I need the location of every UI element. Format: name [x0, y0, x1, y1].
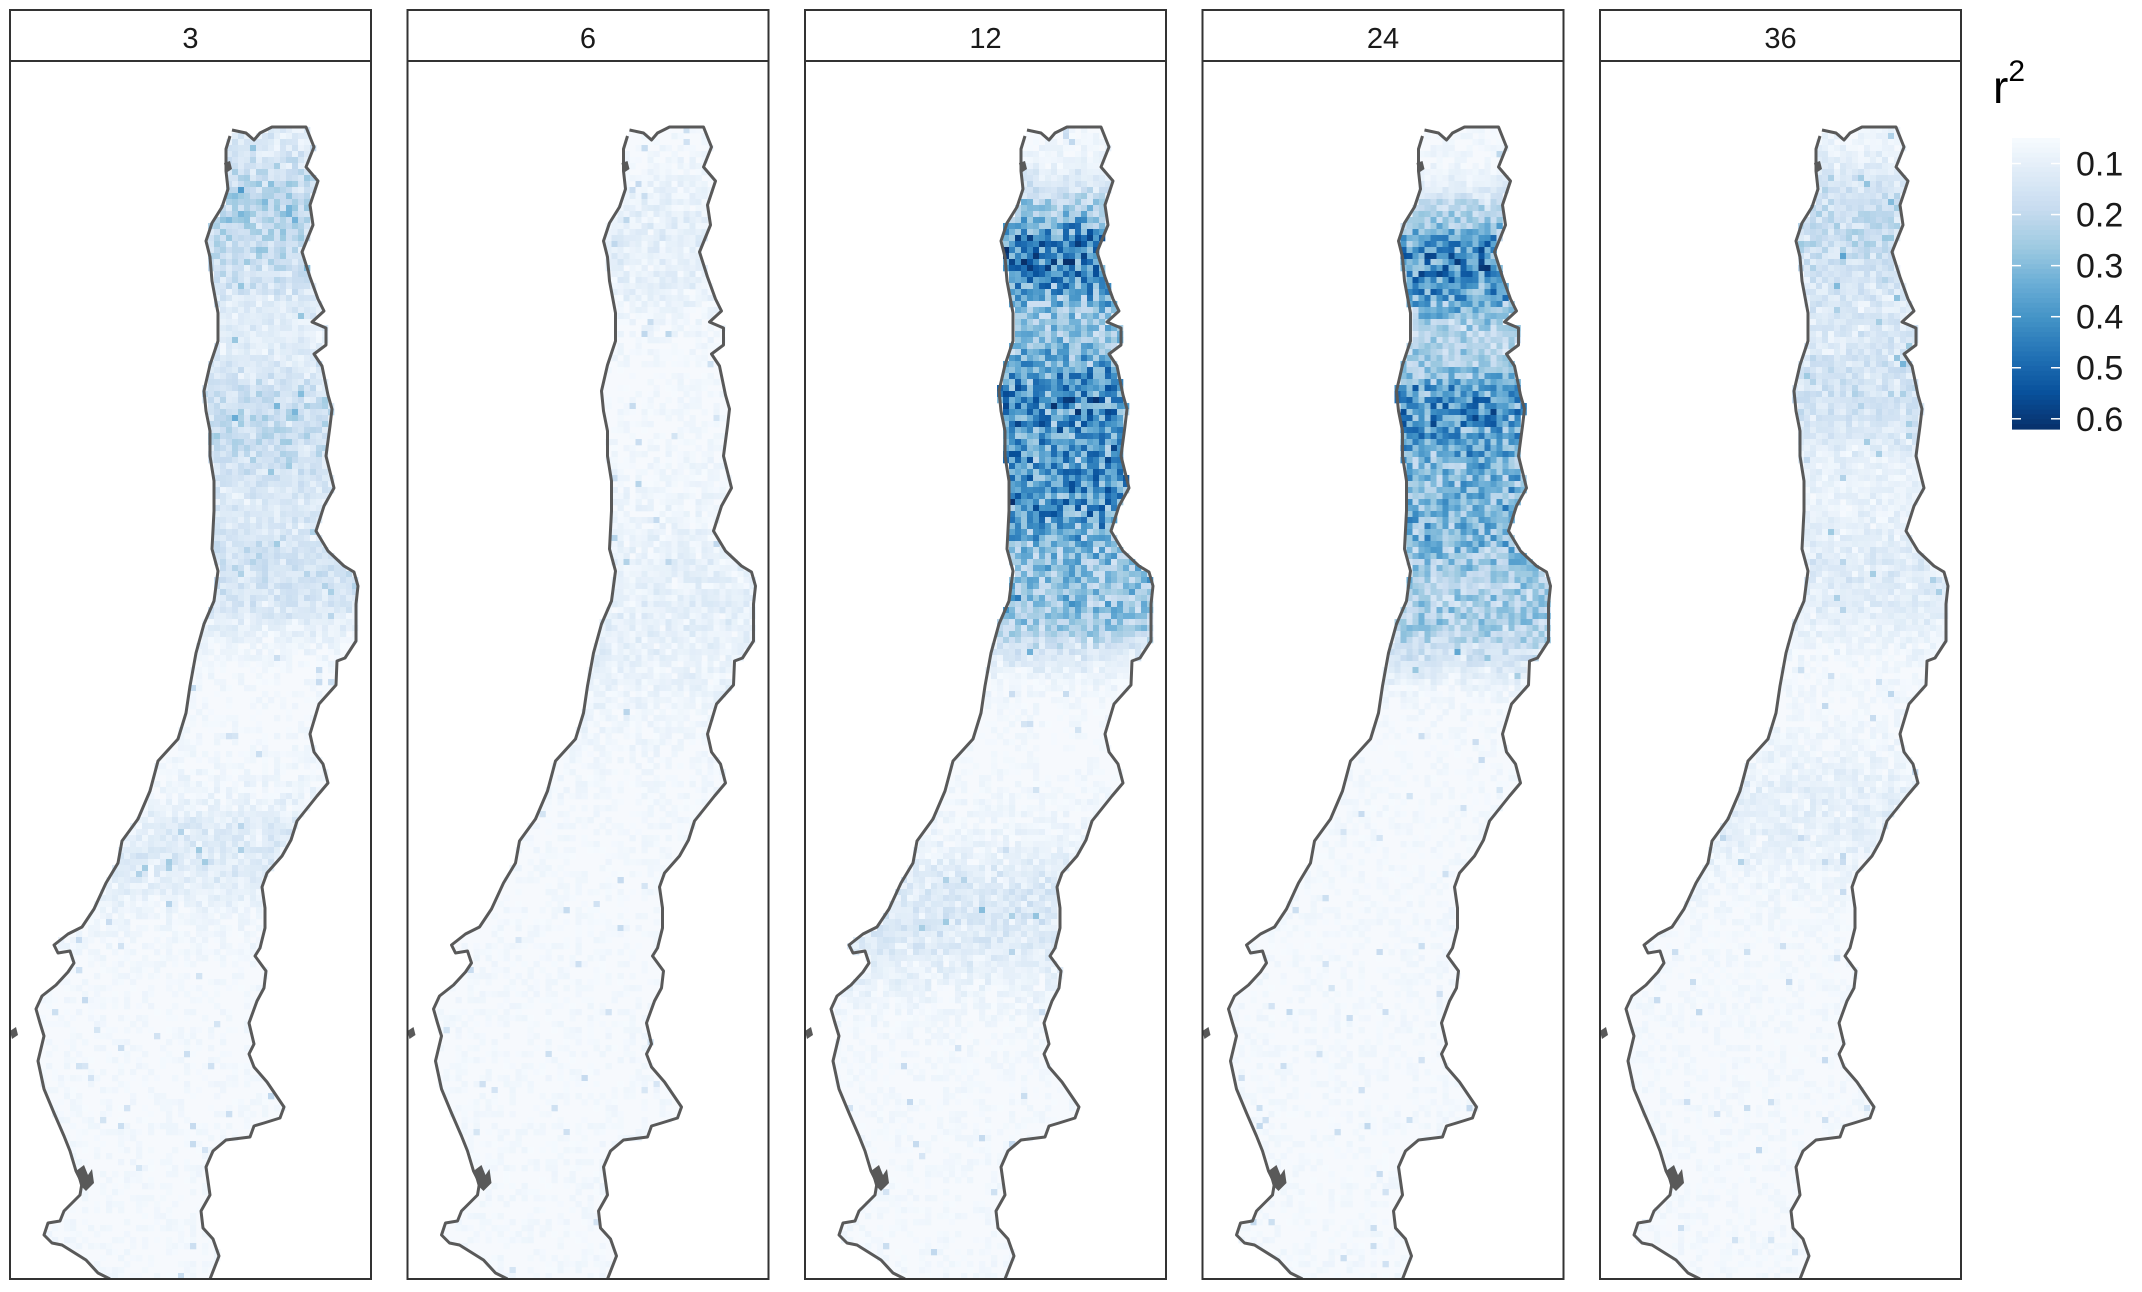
island-west	[408, 1027, 416, 1039]
island-west	[1600, 1027, 1608, 1039]
panel-strip-label: 36	[1764, 23, 1796, 55]
panel-strip-label: 24	[1367, 23, 1399, 55]
panel-strip-label: 12	[969, 23, 1001, 55]
legend-title-superscript: 2	[2008, 55, 2025, 88]
panel-24: 24	[1203, 10, 1564, 1279]
legend-tick-label: 0.4	[2076, 299, 2123, 337]
legend-tick-label: 0.6	[2076, 401, 2123, 439]
legend-tick-label: 0.5	[2076, 350, 2123, 388]
island-west	[1203, 1027, 1211, 1039]
panel-map-area	[10, 61, 371, 1279]
island-west	[805, 1027, 813, 1039]
color-legend: r2 0.1 0.2 0.3 0.4 0.5 0.6	[1993, 55, 2123, 439]
panel-36: 36	[1600, 10, 1961, 1279]
panel-map-area	[1600, 61, 1961, 1279]
panel-strip-label: 3	[182, 23, 198, 55]
panel-map-area	[408, 61, 769, 1279]
panel-12: 12	[805, 10, 1166, 1279]
legend-tick-label: 0.1	[2076, 146, 2123, 184]
legend-title-text: r	[1993, 61, 2008, 113]
legend-tick-label: 0.3	[2076, 248, 2123, 286]
panel-strip-label: 6	[580, 23, 596, 55]
panel-3: 3	[10, 10, 371, 1279]
panel-map-area	[805, 61, 1166, 1279]
panel-map-area	[1203, 61, 1564, 1279]
island-west	[10, 1027, 18, 1039]
legend-colorbar	[2012, 138, 2060, 430]
legend-title: r2	[1993, 55, 2025, 113]
panel-6: 6	[408, 10, 769, 1279]
legend-tick-label: 0.2	[2076, 197, 2123, 235]
